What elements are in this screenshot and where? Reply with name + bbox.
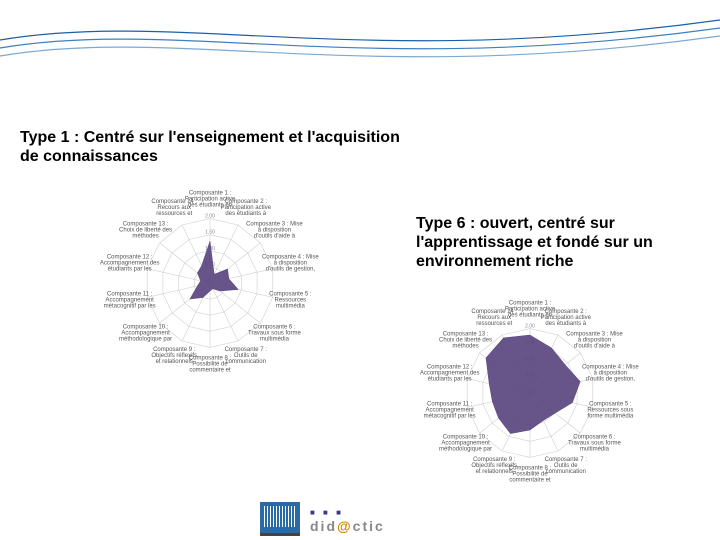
svg-text:Composante 9 :Objectifs réflex: Composante 9 :Objectifs réflexifset rela… xyxy=(471,457,517,475)
svg-text:Composante 13 :Choix de libert: Composante 13 :Choix de liberté desmétho… xyxy=(119,222,172,240)
svg-text:Composante 5 :Ressourcesmultim: Composante 5 :Ressourcesmultimédia xyxy=(269,291,312,309)
radar-chart-type-1: 0.501.001.502.00Composante 1 :Participat… xyxy=(20,172,400,402)
svg-text:Composante 14 :Recours auxress: Composante 14 :Recours auxressources et xyxy=(151,199,197,217)
wave-decoration xyxy=(0,0,720,80)
didactic-logo: ■ ■ ■ did@ctic xyxy=(310,502,385,536)
university-logo xyxy=(260,502,300,536)
svg-text:Composante 6 :Travaux sous for: Composante 6 :Travaux sous formemultiméd… xyxy=(568,434,621,452)
svg-text:Composante 6 :Travaux sous for: Composante 6 :Travaux sous formemultiméd… xyxy=(248,324,301,342)
title-type-6: Type 6 : ouvert, centré sur l'apprentiss… xyxy=(416,214,706,272)
svg-text:Composante 3 : Miseà dispositi: Composante 3 : Miseà dispositiond'outils… xyxy=(246,222,303,240)
svg-text:Composante 10 :Accompagnementm: Composante 10 :Accompagnementméthodologi… xyxy=(119,324,172,342)
svg-text:Composante 10 :Accompagnementm: Composante 10 :Accompagnementméthodologi… xyxy=(439,434,492,452)
svg-text:Composante 5 :Ressources sousf: Composante 5 :Ressources sousforme multi… xyxy=(587,401,634,419)
svg-text:Composante 3 : Miseà dispositi: Composante 3 : Miseà dispositiond'outils… xyxy=(566,332,623,350)
svg-text:Composante 2 :Participation ac: Composante 2 :Participation activedes ét… xyxy=(221,199,272,217)
svg-text:Composante 13 :Choix de libert: Composante 13 :Choix de liberté desmétho… xyxy=(439,332,492,350)
svg-text:Composante 11 :Accompagnementm: Composante 11 :Accompagnementmétacogniti… xyxy=(104,291,156,309)
svg-text:Composante 14 :Recours auxress: Composante 14 :Recours auxressources et xyxy=(471,309,517,327)
svg-text:Composante 12 :Accompagnement: Composante 12 :Accompagnement desétudian… xyxy=(100,255,160,273)
svg-text:Composante 9 :Objectifs réflex: Composante 9 :Objectifs réflexifset rela… xyxy=(151,347,197,365)
svg-text:Composante 12 :Accompagnement: Composante 12 :Accompagnement desétudian… xyxy=(420,365,480,383)
svg-text:Composante 2 :Participation ac: Composante 2 :Participation activedes ét… xyxy=(541,309,592,327)
svg-text:Composante 11 :Accompagnementm: Composante 11 :Accompagnementmétacogniti… xyxy=(424,401,476,419)
title-type-1: Type 1 : Centré sur l'enseignement et l'… xyxy=(20,128,420,166)
footer-logos: ■ ■ ■ did@ctic xyxy=(260,502,385,536)
radar-chart-type-6: 0.501.001.502.00Composante 1 :Participat… xyxy=(360,282,700,512)
